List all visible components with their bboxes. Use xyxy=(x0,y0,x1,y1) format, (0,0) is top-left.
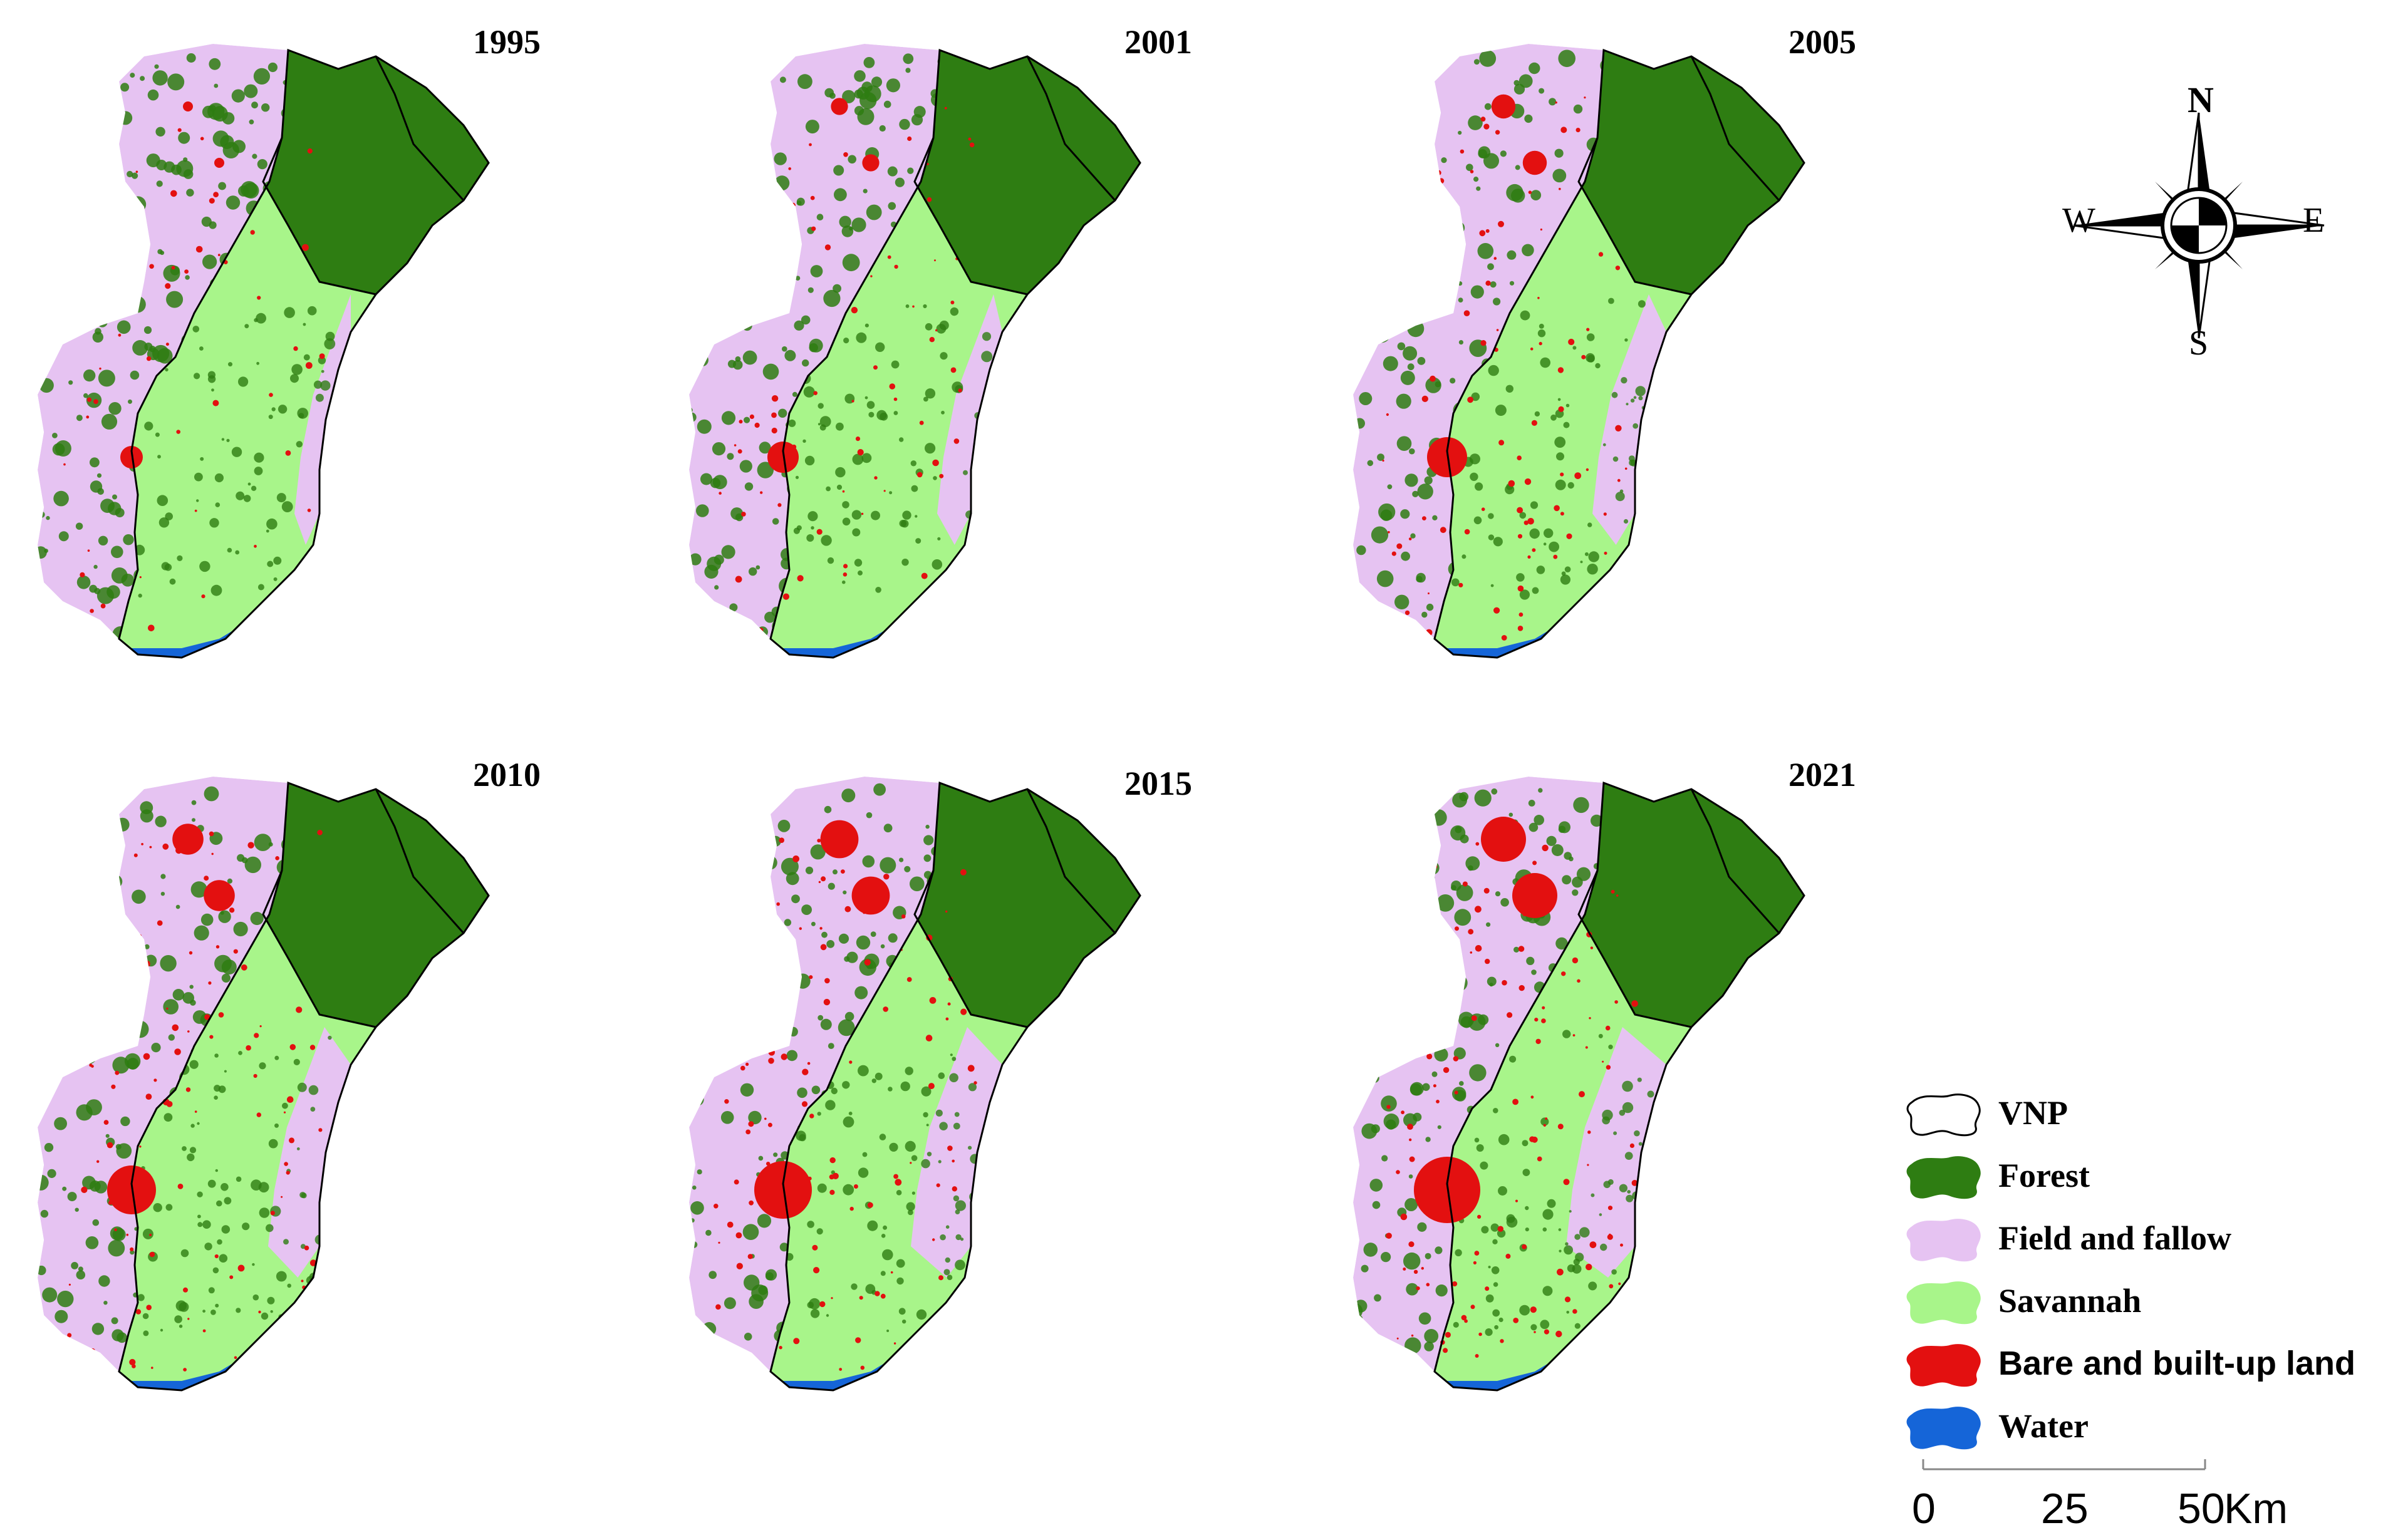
legend-item-field-and-fallow: Field and fallow xyxy=(1904,1215,2380,1265)
north-arrow-compass: N S E W xyxy=(2048,75,2349,376)
vnp-boundary xyxy=(769,48,1141,659)
legend-item-water: Water xyxy=(1904,1403,2380,1453)
scale-tick-50: 50 xyxy=(2178,1485,2225,1532)
year-label: 2005 xyxy=(1788,23,1856,61)
compass-south-label: S xyxy=(2189,324,2209,363)
year-label: 2015 xyxy=(1124,765,1192,802)
scale-tick-25: 25 xyxy=(2041,1485,2089,1532)
year-label: 2021 xyxy=(1788,756,1856,793)
compass-north-label: N xyxy=(2188,80,2214,120)
scale-bar-line xyxy=(1922,1459,2206,1470)
vnp-boundary xyxy=(769,781,1141,1392)
land-cover-map xyxy=(689,777,1141,1392)
compass-rose-icon xyxy=(2073,112,2325,339)
map-panel-2021: 2021 xyxy=(1341,752,1904,1428)
vnp-boundary xyxy=(1433,48,1805,659)
legend-label: Bare and built-up land xyxy=(1998,1345,2356,1382)
map-panel-2001: 2001 xyxy=(677,19,1240,695)
land-cover-map xyxy=(1353,777,1805,1392)
year-label: 2010 xyxy=(473,756,541,793)
legend-item-bare-and-built-up-land: Bare and built-up land xyxy=(1904,1340,2380,1390)
land-cover-map xyxy=(38,44,490,659)
vnp-boundary xyxy=(118,781,490,1392)
compass-east-label: E xyxy=(2303,201,2325,240)
map-panel-1995: 1995 xyxy=(25,19,589,695)
legend-item-savannah: Savannah xyxy=(1904,1278,2380,1328)
legend-swatch xyxy=(1906,1281,1981,1325)
legend-swatch xyxy=(1906,1407,1981,1450)
vnp-boundary xyxy=(1433,781,1805,1392)
scale-tick-0: 0 xyxy=(1912,1485,1936,1532)
scale-unit: Km xyxy=(2224,1485,2288,1532)
legend-swatch xyxy=(1906,1156,1981,1199)
legend-label: VNP xyxy=(1998,1094,2068,1132)
map-panel-2010: 2010 xyxy=(25,752,589,1428)
vnp-boundary xyxy=(118,48,490,659)
land-cover-map xyxy=(689,44,1141,659)
legend-label: Field and fallow xyxy=(1998,1219,2232,1257)
year-label: 2001 xyxy=(1124,23,1192,61)
map-panel-2015: 2015 xyxy=(677,752,1240,1428)
legend-item-forest: Forest xyxy=(1904,1152,2380,1202)
legend-label: Water xyxy=(1998,1407,2089,1445)
legend-label: Savannah xyxy=(1998,1282,2142,1320)
legend-swatch xyxy=(1906,1219,1981,1262)
land-cover-map xyxy=(38,777,490,1392)
land-cover-map xyxy=(1353,44,1805,659)
legend-item-vnp: VNP xyxy=(1904,1090,2380,1140)
year-label: 1995 xyxy=(473,23,541,61)
legend-swatch xyxy=(1906,1344,1981,1387)
map-panel-2005: 2005 xyxy=(1341,19,1904,695)
compass-west-label: W xyxy=(2062,201,2095,240)
scale-bar: 0 25 50 Km xyxy=(1904,1453,2343,1534)
legend-swatch xyxy=(1906,1093,1981,1137)
legend-label: Forest xyxy=(1998,1157,2090,1194)
